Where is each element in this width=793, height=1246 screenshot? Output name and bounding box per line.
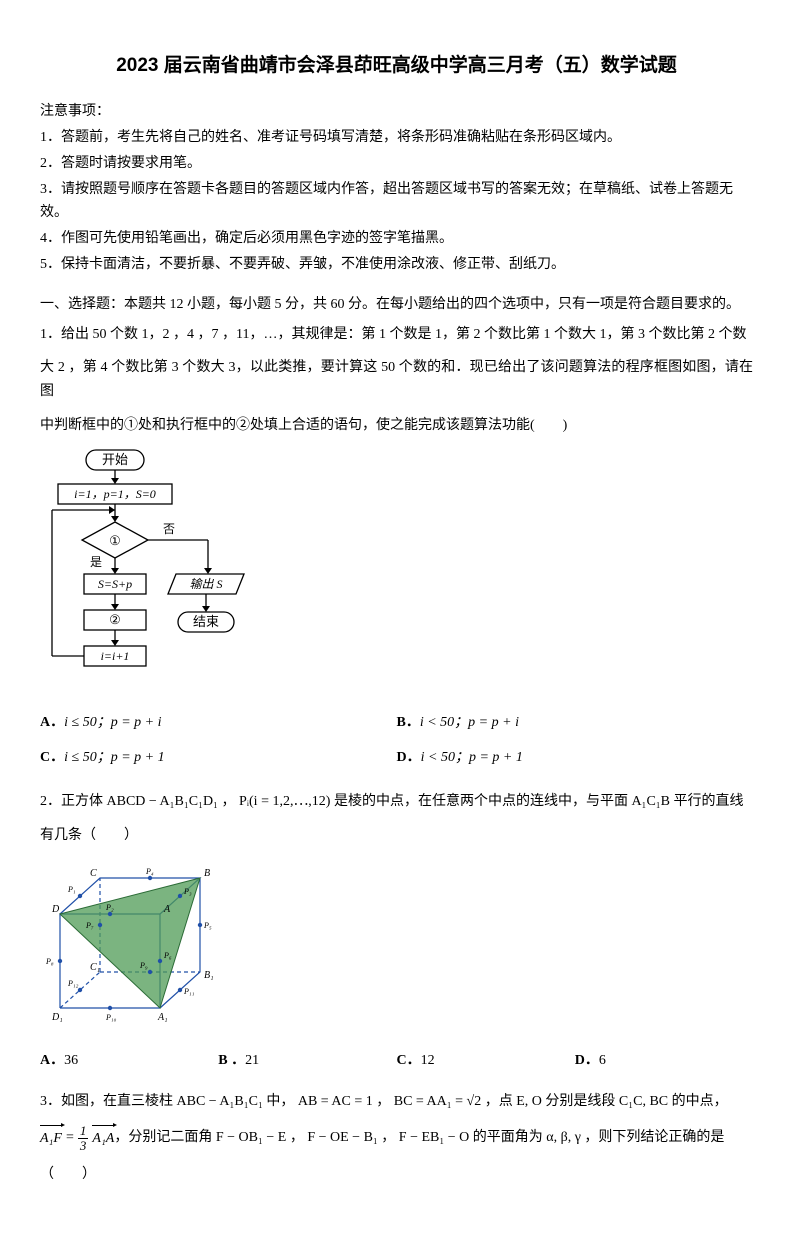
flow-start: 开始 — [102, 452, 128, 467]
q2-line: 2．正方体 ABCD − A₁B₁C₁D₁ ， Pᵢ(i = 1,2,⋯,12)… — [40, 794, 744, 809]
q1-text: 中判断框中的①处和执行框中的②处填上合适的语句，使之能完成该题算法功能( ) — [40, 414, 753, 438]
q2-opt-c: C．12 — [397, 1045, 575, 1077]
svg-text:A₁: A₁ — [157, 1012, 168, 1023]
svg-text:P₇: P₇ — [85, 921, 94, 930]
q3-line: 3．如图，在直三棱柱 ABC − A₁B₁C₁ 中， AB = AC = 1 ，… — [40, 1094, 728, 1109]
q1-options: A．i ≤ 50；p = p + i B．i < 50；p = p + i C．… — [40, 705, 753, 777]
svg-text:P₁: P₁ — [67, 885, 76, 894]
q1-line: 1．给出 50 个数 1，2 ，4 ，7 ，11，…，其规律是：第 1 个数是 … — [40, 327, 746, 342]
q3-text: 3．如图，在直三棱柱 ABC − A₁B₁C₁ 中， AB = AC = 1 ，… — [40, 1090, 753, 1114]
svg-text:B₁: B₁ — [204, 970, 214, 981]
flow-inc: i=i+1 — [101, 649, 130, 663]
section1-header: 一、选择题：本题共 12 小题，每小题 5 分，共 60 分。在每小题给出的四个… — [40, 293, 753, 317]
q1-text: 1．给出 50 个数 1，2 ，4 ，7 ，11，…，其规律是：第 1 个数是 … — [40, 323, 753, 347]
q1-opt-b: B．i < 50；p = p + i — [397, 705, 754, 741]
frac-one-third: 1 3 — [78, 1124, 89, 1152]
svg-text:P₁₂: P₁₂ — [67, 979, 79, 988]
flow-yes: 是 — [90, 555, 102, 569]
q2-opt-b: B ．21 — [218, 1045, 396, 1077]
vector-a1f: A₁F — [40, 1125, 62, 1151]
q1-opt-a: A．i ≤ 50；p = p + i — [40, 705, 397, 741]
svg-text:A: A — [163, 904, 171, 915]
q2-figure: D₁ A₁ B₁ C₁ D A B C P₁₀ P₁₁ P₁₂ P₉ P₂ P₃ P₁ P₄ P… — [40, 858, 753, 1037]
q2-options: A．36 B ．21 C．12 D．6 — [40, 1045, 753, 1077]
q2-line: 有几条（ ） — [40, 828, 138, 843]
svg-text:P₄: P₄ — [145, 867, 154, 876]
flow-p-step: ② — [109, 612, 121, 627]
q1-flowchart: 开始 i=1，p=1，S=0 ① 是 否 S=S+p ② i=i+1 — [48, 448, 753, 697]
q1-opt-c: C．i ≤ 50；p = p + 1 — [40, 740, 397, 776]
instruction-item: 1．答题前，考生先将自己的姓名、准考证号码填写清楚，将条形码准确粘贴在条形码区域… — [40, 126, 753, 150]
flow-s-step: S=S+p — [98, 577, 132, 591]
svg-text:P₉: P₉ — [139, 961, 148, 970]
q3-line: （ ） — [40, 1167, 96, 1182]
svg-text:D: D — [51, 904, 60, 915]
q1-line: 中判断框中的①处和执行框中的②处填上合适的语句，使之能完成该题算法功能( ) — [40, 418, 567, 433]
q2-opt-a: A．36 — [40, 1045, 218, 1077]
flow-init: i=1，p=1，S=0 — [74, 487, 156, 501]
q1-text: 大 2 ，第 4 个数比第 3 个数大 3，以此类推，要计算这 50 个数的和．… — [40, 356, 753, 404]
instruction-item: 4．作图可先使用铅笔画出，确定后必须用黑色字迹的签字笔描黑。 — [40, 227, 753, 251]
instructions-block: 注意事项： 1．答题前，考生先将自己的姓名、准考证号码填写清楚，将条形码准确粘贴… — [40, 100, 753, 277]
q2-text: 有几条（ ） — [40, 824, 753, 848]
svg-text:D₁: D₁ — [51, 1012, 63, 1023]
flow-cond: ① — [109, 533, 121, 548]
q2-opt-d: D．6 — [575, 1045, 753, 1077]
svg-text:P₃: P₃ — [183, 887, 192, 896]
svg-text:P₅: P₅ — [203, 921, 212, 930]
q3-line: ，分别记二面角 F − OB₁ − E ， F − OE − B₁ ， F − … — [114, 1126, 724, 1150]
q2-text: 2．正方体 ABCD − A₁B₁C₁D₁ ， Pᵢ(i = 1,2,⋯,12)… — [40, 790, 753, 814]
svg-text:P₆: P₆ — [163, 951, 172, 960]
svg-text:P₂: P₂ — [105, 903, 114, 912]
flow-no: 否 — [163, 522, 175, 536]
svg-text:B: B — [204, 868, 210, 879]
q1-line: 大 2 ，第 4 个数比第 3 个数大 3，以此类推，要计算这 50 个数的和．… — [40, 360, 753, 399]
flow-out: 输出 S — [189, 577, 222, 591]
svg-text:C: C — [90, 868, 97, 879]
flow-end: 结束 — [193, 614, 219, 629]
q3-text: A₁F = 1 3 A₁A ，分别记二面角 F − OB₁ − E ， F − … — [40, 1124, 753, 1152]
instruction-item: 2．答题时请按要求用笔。 — [40, 152, 753, 176]
q3-text: （ ） — [40, 1163, 753, 1187]
svg-text:C₁: C₁ — [90, 962, 100, 973]
svg-text:P₈: P₈ — [45, 957, 54, 966]
svg-text:P₁₀: P₁₀ — [105, 1013, 117, 1022]
q1-opt-d: D．i < 50；p = p + 1 — [397, 740, 754, 776]
instructions-header: 注意事项： — [40, 100, 753, 124]
svg-text:P₁₁: P₁₁ — [183, 987, 195, 996]
page-title: 2023 届云南省曲靖市会泽县茚旺高级中学高三月考（五）数学试题 — [40, 50, 753, 82]
instruction-item: 5．保持卡面清洁，不要折暴、不要弄破、弄皱，不准使用涂改液、修正带、刮纸刀。 — [40, 253, 753, 277]
instruction-item: 3．请按照题号顺序在答题卡各题目的答题区域内作答，超出答题区域书写的答案无效；在… — [40, 178, 753, 226]
vector-a1a: A₁A — [92, 1125, 114, 1151]
